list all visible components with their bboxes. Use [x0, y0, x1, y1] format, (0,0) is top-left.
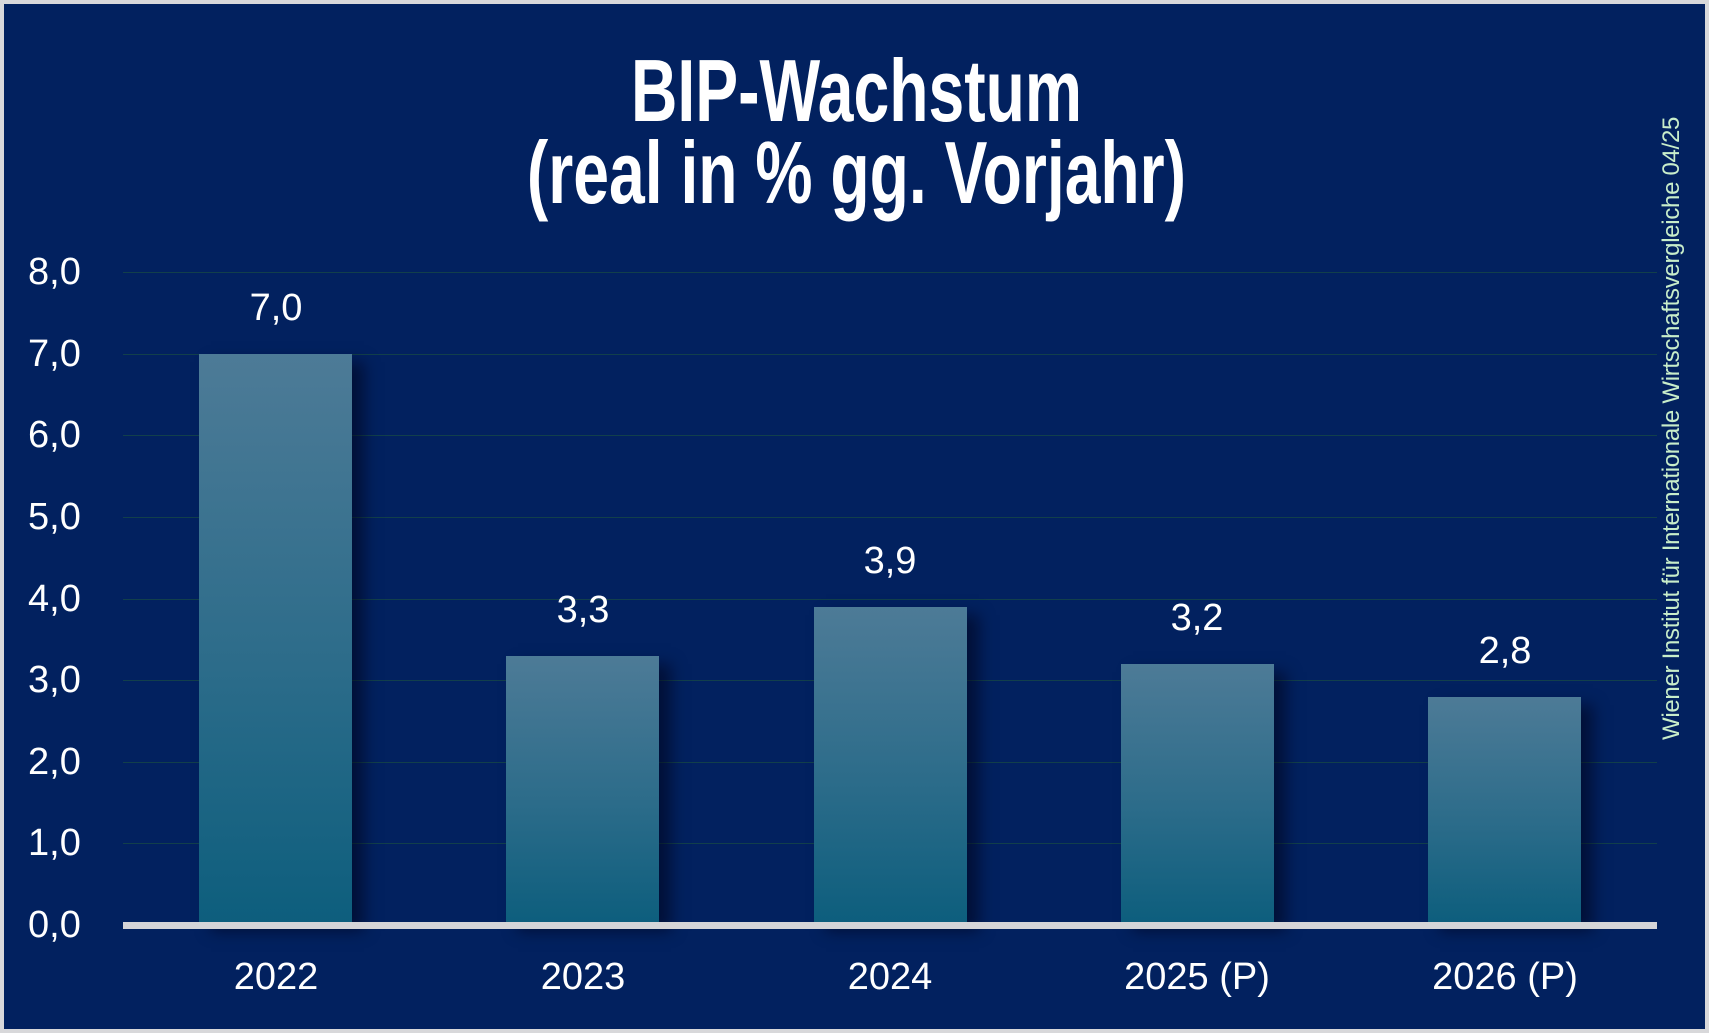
bar-value-label: 3,3 — [556, 589, 610, 631]
y-tick-label: 4,0 — [28, 578, 81, 620]
bar — [814, 607, 967, 923]
bar — [1428, 697, 1581, 923]
bar-value-label: 2,8 — [1478, 630, 1532, 672]
gridline — [123, 435, 1657, 436]
y-tick-label: 8,0 — [28, 251, 81, 293]
x-category-label: 2022 — [233, 956, 319, 998]
source-note: Wiener Institut für Internationale Wirts… — [1658, 116, 1685, 740]
gridline — [123, 599, 1657, 600]
bar — [199, 354, 352, 923]
y-tick-label: 3,0 — [28, 659, 81, 701]
y-tick-label: 5,0 — [28, 496, 81, 538]
gridline — [123, 517, 1657, 518]
bar-value-label: 3,9 — [863, 540, 917, 582]
x-category-label: 2026 (P) — [1432, 956, 1578, 998]
y-tick-label: 7,0 — [28, 333, 81, 375]
bar — [506, 656, 659, 923]
chart-title-line1: BIP-Wachstum — [631, 41, 1082, 140]
y-tick-label: 0,0 — [28, 904, 81, 946]
bar-value-label: 3,2 — [1170, 597, 1224, 639]
chart-title-line2: (real in % gg. Vorjahr) — [526, 123, 1187, 222]
x-category-label: 2025 (P) — [1124, 956, 1270, 998]
x-category-label: 2024 — [847, 956, 933, 998]
gridline — [123, 354, 1657, 355]
bar-value-label: 7,0 — [249, 287, 303, 329]
y-tick-label: 6,0 — [28, 414, 81, 456]
x-axis-baseline — [123, 922, 1657, 929]
y-tick-label: 1,0 — [28, 822, 81, 864]
chart-title: BIP-Wachstum (real in % gg. Vorjahr) — [233, 41, 1481, 222]
bar — [1121, 664, 1274, 923]
y-tick-label: 2,0 — [28, 741, 81, 783]
x-category-label: 2023 — [540, 956, 626, 998]
gridline — [123, 272, 1657, 273]
